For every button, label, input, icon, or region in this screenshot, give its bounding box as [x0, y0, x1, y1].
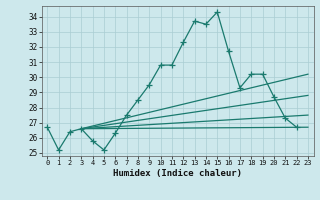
X-axis label: Humidex (Indice chaleur): Humidex (Indice chaleur)	[113, 169, 242, 178]
